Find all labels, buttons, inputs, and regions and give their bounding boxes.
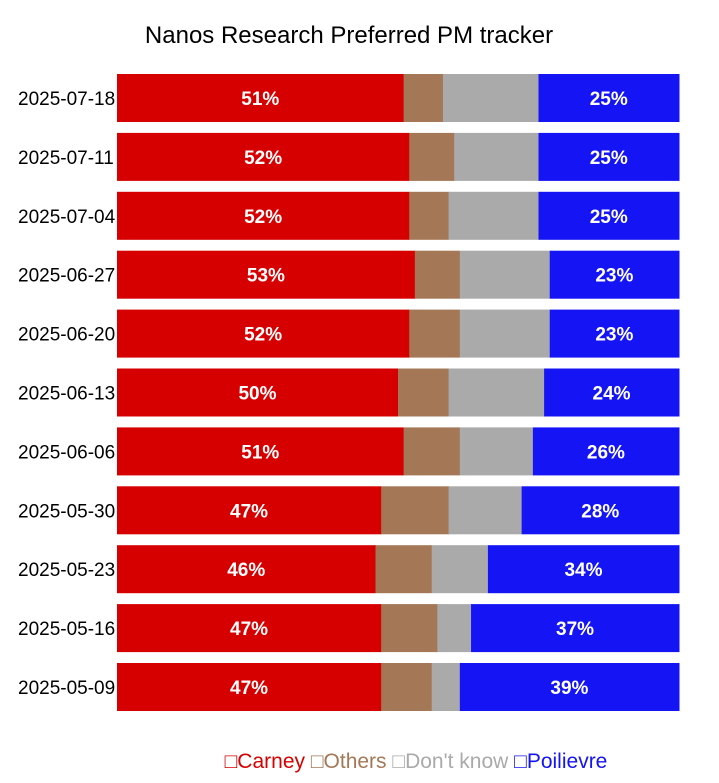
category-label: 2025-07-04 — [18, 207, 116, 228]
category-label: 2025-07-18 — [18, 89, 115, 110]
bar-segment-don-t-know — [454, 132, 539, 181]
bar-row: 2025-05-30 47% 28% — [18, 486, 680, 535]
data-label-poilievre: 25% — [590, 148, 628, 169]
bar-segment-others — [409, 191, 450, 240]
legend-item-poilievre: □Poilievre — [508, 750, 607, 773]
bar-segment-carney — [117, 663, 382, 711]
bar-segment-don-t-know — [431, 545, 489, 594]
bar-segment-carney — [117, 74, 405, 122]
bar-segment-don-t-know — [448, 486, 523, 535]
chart-title: Nanos Research Preferred PM tracker — [145, 22, 553, 49]
bar-segment-don-t-know — [459, 309, 551, 358]
bar-segment-don-t-know — [459, 427, 534, 476]
category-label: 2025-06-06 — [18, 442, 115, 463]
bar-segment-carney — [117, 132, 410, 181]
bar-row: 2025-07-18 51% 25% — [18, 74, 680, 122]
data-label-carney: 51% — [241, 442, 279, 463]
bar-segment-others — [414, 250, 461, 299]
data-label-carney: 50% — [238, 384, 276, 405]
data-label-carney: 47% — [230, 678, 268, 699]
bar-segment-others — [375, 545, 433, 594]
data-label-carney: 52% — [244, 325, 282, 346]
bar-segment-poilievre — [549, 250, 680, 299]
data-label-poilievre: 25% — [590, 207, 628, 228]
data-label-carney: 52% — [244, 207, 282, 228]
bar-segment-poilievre — [471, 604, 680, 653]
bar-row: 2025-05-23 46% 34% — [18, 545, 680, 594]
bar-segment-don-t-know — [442, 74, 539, 122]
data-label-poilievre: 26% — [587, 442, 625, 463]
legend-text: □Carney □Others □Don't know □Poilievre — [225, 750, 608, 773]
bar-segment-others — [403, 427, 461, 476]
bar-row: 2025-06-06 51% 26% — [18, 427, 680, 476]
bar-segment-others — [381, 604, 438, 653]
category-label: 2025-06-13 — [18, 384, 115, 405]
legend-item-carney: □Carney — [225, 750, 306, 773]
legend-item-don-t-know: □Don't know — [387, 750, 510, 773]
bar-segment-don-t-know — [448, 191, 539, 240]
bar-row: 2025-05-16 47% 37% — [18, 604, 680, 653]
legend: □Carney □Others □Don't know □Poilievre — [225, 750, 608, 773]
bar-segment-poilievre — [532, 427, 680, 476]
bar-segment-carney — [117, 486, 382, 535]
category-label: 2025-05-30 — [18, 501, 115, 522]
bar-segment-poilievre — [521, 486, 680, 535]
bar-segment-poilievre — [538, 74, 680, 122]
bar-row: 2025-07-11 52% 25% — [18, 132, 680, 181]
data-label-poilievre: 37% — [556, 619, 594, 640]
bar-segment-others — [381, 486, 450, 535]
bar-segment-carney — [117, 250, 416, 299]
bar-row: 2025-06-20 52% 23% — [18, 309, 680, 358]
category-label: 2025-06-20 — [18, 325, 115, 346]
category-label: 2025-05-23 — [18, 560, 115, 581]
bar-segment-poilievre — [544, 368, 680, 417]
bar-segment-carney — [117, 427, 405, 476]
data-label-carney: 53% — [247, 266, 285, 287]
data-label-carney: 51% — [241, 89, 279, 110]
bar-row: 2025-06-13 50% 24% — [18, 368, 680, 417]
legend-item-others: □Others — [305, 750, 387, 773]
bar-segment-others — [398, 368, 450, 417]
category-label: 2025-06-27 — [18, 266, 115, 287]
bar-segment-others — [381, 663, 433, 711]
data-label-poilievre: 23% — [595, 325, 633, 346]
category-label: 2025-05-16 — [18, 619, 115, 640]
bar-segment-don-t-know — [448, 368, 545, 417]
bar-segment-poilievre — [487, 545, 680, 594]
data-label-poilievre: 28% — [581, 501, 619, 522]
bar-segment-carney — [117, 191, 410, 240]
bar-segment-carney — [117, 368, 399, 417]
data-label-carney: 47% — [230, 501, 268, 522]
bar-segment-don-t-know — [437, 604, 472, 653]
bar-segment-carney — [117, 604, 382, 653]
category-label: 2025-07-11 — [18, 148, 114, 169]
data-label-poilievre: 23% — [595, 266, 633, 287]
data-label-poilievre: 34% — [564, 560, 602, 581]
bar-segment-don-t-know — [459, 250, 551, 299]
data-label-poilievre: 25% — [590, 89, 628, 110]
bar-row: 2025-07-04 52% 25% — [18, 191, 680, 240]
data-label-poilievre: 39% — [550, 678, 588, 699]
category-label: 2025-05-09 — [18, 678, 115, 699]
bar-segment-others — [409, 309, 461, 358]
bar-segment-poilievre — [459, 663, 680, 711]
bar-rows: 2025-07-18 51% 25%2025-07-11 52% 25%2025-07-… — [18, 74, 680, 711]
bar-segment-others — [403, 74, 444, 122]
bar-segment-poilievre — [549, 309, 680, 358]
bar-segment-poilievre — [538, 132, 680, 181]
bar-row: 2025-05-09 47% 39% — [18, 663, 680, 711]
bar-segment-poilievre — [538, 191, 680, 240]
data-label-carney: 47% — [230, 619, 268, 640]
bar-segment-others — [409, 132, 455, 181]
bar-segment-carney — [117, 309, 410, 358]
data-label-poilievre: 24% — [593, 384, 631, 405]
data-label-carney: 52% — [244, 148, 282, 169]
data-label-carney: 46% — [227, 560, 265, 581]
bar-segment-don-t-know — [431, 663, 461, 711]
bar-row: 2025-06-27 53% 23% — [18, 250, 680, 299]
bar-segment-carney — [117, 545, 377, 594]
